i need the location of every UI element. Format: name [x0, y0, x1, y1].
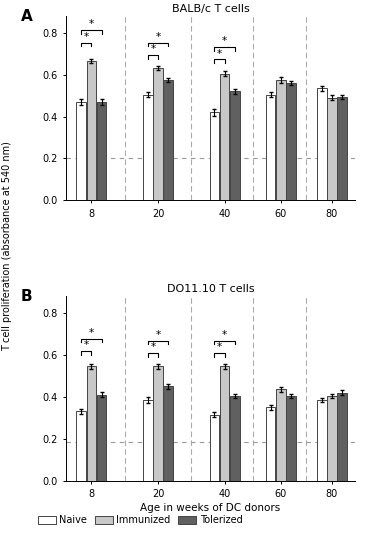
- Bar: [209, 414, 219, 481]
- Text: *: *: [156, 32, 161, 42]
- Bar: [337, 97, 347, 200]
- Legend: Naive, Immunized, Tolerized: Naive, Immunized, Tolerized: [34, 512, 247, 529]
- Text: *: *: [84, 32, 89, 42]
- Bar: [143, 400, 153, 481]
- Bar: [276, 80, 285, 200]
- Bar: [327, 98, 337, 200]
- Bar: [76, 102, 86, 200]
- Text: *: *: [150, 342, 156, 352]
- Text: *: *: [222, 36, 227, 46]
- Bar: [143, 95, 153, 200]
- Text: B: B: [21, 289, 33, 304]
- Bar: [87, 61, 96, 200]
- Bar: [230, 91, 239, 200]
- Bar: [286, 396, 296, 481]
- Bar: [266, 407, 275, 481]
- Text: *: *: [89, 19, 94, 29]
- Text: *: *: [89, 328, 94, 337]
- X-axis label: Age in weeks of DC donors: Age in weeks of DC donors: [140, 503, 281, 513]
- Bar: [97, 102, 107, 200]
- Text: *: *: [156, 330, 161, 340]
- Text: *: *: [150, 44, 156, 54]
- Bar: [153, 366, 163, 481]
- Bar: [266, 95, 275, 200]
- Bar: [76, 412, 86, 481]
- Text: *: *: [217, 49, 222, 59]
- Bar: [97, 395, 107, 481]
- Bar: [286, 83, 296, 200]
- Bar: [164, 386, 173, 481]
- Bar: [317, 88, 326, 200]
- Bar: [209, 112, 219, 200]
- Text: T cell proliferation (absorbance at 540 nm): T cell proliferation (absorbance at 540 …: [2, 140, 12, 351]
- Title: BALB/c T cells: BALB/c T cells: [172, 4, 249, 14]
- Text: A: A: [21, 9, 33, 23]
- Bar: [337, 392, 347, 481]
- Bar: [317, 400, 326, 481]
- Bar: [220, 74, 229, 200]
- Bar: [164, 80, 173, 200]
- Text: *: *: [84, 340, 89, 350]
- Title: DO11.10 T cells: DO11.10 T cells: [167, 284, 254, 294]
- Bar: [276, 389, 285, 481]
- Text: *: *: [217, 342, 222, 352]
- Bar: [87, 366, 96, 481]
- Bar: [220, 366, 229, 481]
- Text: *: *: [222, 330, 227, 340]
- Bar: [230, 396, 239, 481]
- Bar: [327, 396, 337, 481]
- Bar: [153, 68, 163, 200]
